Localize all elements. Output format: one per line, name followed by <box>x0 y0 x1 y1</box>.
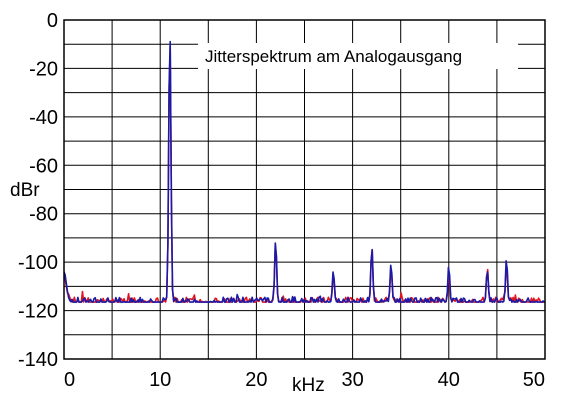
x-tick-label: 30 <box>341 369 363 391</box>
y-axis-label: dBr <box>10 180 40 201</box>
x-tick-label: 10 <box>149 369 171 391</box>
y-tick-label: -20 <box>29 58 58 80</box>
x-tick-label: 0 <box>64 369 75 391</box>
y-tick-label: -40 <box>29 107 58 129</box>
plot-frame <box>63 19 546 360</box>
y-tick-label: -140 <box>18 349 58 371</box>
x-tick-label: 20 <box>245 369 267 391</box>
y-tick-label: -120 <box>18 301 58 323</box>
y-tick-label: -100 <box>18 252 58 274</box>
grid <box>64 20 545 359</box>
x-tick-labels: 0 10 20 30 40 50 <box>64 369 545 391</box>
x-tick-label: 40 <box>438 369 460 391</box>
series-lines <box>63 40 546 303</box>
y-tick-labels: 0 -20 -40 -60 -80 -100 -120 -140 <box>18 10 58 371</box>
chart-title: Jitterspektrum am Analogausgang <box>205 47 462 66</box>
y-tick-label: 0 <box>47 10 58 32</box>
x-tick-label: 50 <box>523 369 545 391</box>
series-blue-line <box>63 40 546 303</box>
y-tick-label: -80 <box>29 204 58 226</box>
y-tick-label: -60 <box>29 155 58 177</box>
title-background <box>198 43 518 69</box>
x-axis-label: kHz <box>292 375 325 396</box>
